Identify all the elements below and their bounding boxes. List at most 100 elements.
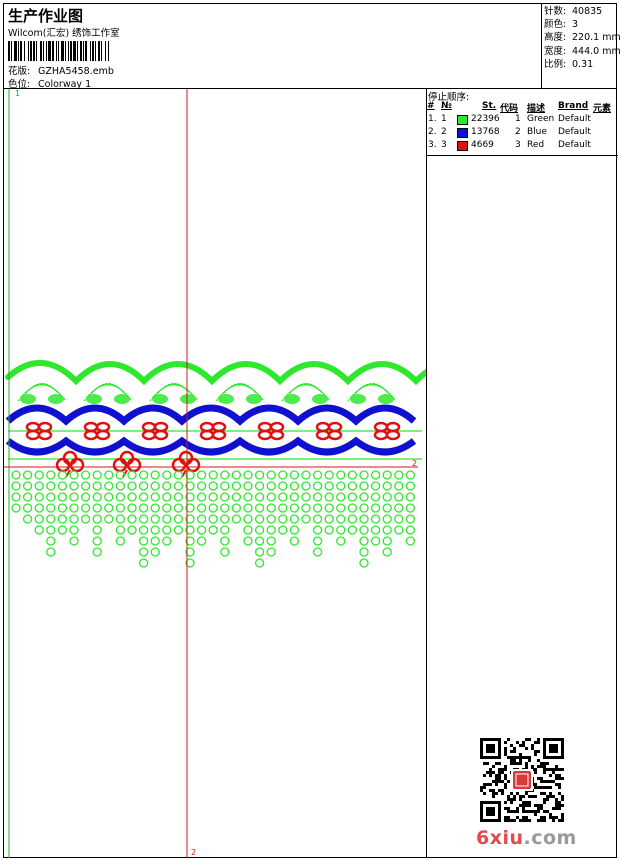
barcode-bar — [24, 41, 25, 61]
col-code: 代码 — [500, 104, 519, 114]
stop-sequence-title: 停止顺序: — [428, 92, 470, 103]
stop-sequence-rows: 1. 1 22396 1 Green Default 2. 2 13768 2 … — [427, 114, 617, 153]
bead-fringe-strand — [92, 470, 102, 557]
red-flower — [25, 421, 53, 441]
stat-value: 0.31 — [572, 58, 594, 70]
barcode-bar — [33, 41, 35, 61]
barcode-bar — [58, 41, 59, 61]
bead-fringe-strand — [162, 470, 172, 546]
bead-fringe-strand — [312, 470, 323, 557]
barcode-bar — [43, 41, 44, 61]
stop-sequence-panel: 停止顺序: # № St. 代码 描述 Brand 元素 1. 1 22396 … — [426, 89, 618, 858]
bead-fringe-strand — [115, 470, 126, 546]
stop-sequence-header: # № St. 代码 描述 Brand 元素 — [427, 101, 617, 114]
bead-fringe-strand — [104, 470, 114, 524]
barcode-bar — [73, 41, 76, 61]
lace-mesh — [285, 383, 327, 398]
marker-right: 2 — [412, 459, 417, 468]
bead-fringe-strand — [22, 470, 33, 524]
barcode-bar — [8, 41, 10, 61]
barcode-bar — [20, 41, 22, 61]
lace-mesh — [87, 383, 129, 398]
lace-leaf — [218, 394, 234, 404]
lace-mesh — [21, 383, 63, 398]
bead-fringe-strand — [289, 470, 300, 546]
row-brand: Default — [558, 127, 591, 137]
lace-mesh — [153, 383, 195, 398]
stat-label: 颜色: — [544, 19, 567, 31]
header: 生产作业图 Wilcom(汇宏) 绣饰工作室 花版: GZHA5458.emb … — [3, 3, 620, 90]
barcode-bar — [108, 41, 109, 61]
row-stitches: 13768 — [471, 127, 500, 137]
marker-bottom: 2 — [191, 848, 196, 857]
barcode-bar — [68, 41, 69, 61]
barcode-bar — [101, 41, 102, 61]
row-code: 1 — [515, 114, 521, 124]
barcode-bar — [14, 41, 17, 61]
row-stitches: 22396 — [471, 114, 500, 124]
barcode-bar — [40, 41, 42, 61]
qr-finder — [480, 801, 501, 822]
stat-colors: 颜色: 3 — [544, 18, 617, 31]
row-stitches: 4669 — [471, 140, 494, 150]
embroidery-design-canvas[interactable]: 1 2 2 — [4, 89, 426, 858]
watermark-brand: 6xiu — [476, 827, 524, 849]
barcode-bar — [65, 41, 66, 61]
colorway-label: 色位: — [8, 79, 31, 90]
lace-mesh — [351, 383, 393, 398]
bead-fringe-strand — [278, 470, 288, 535]
lace-border-embroidery — [5, 360, 426, 568]
row-number: 1 — [441, 114, 447, 124]
marker-top-left: 1 — [15, 89, 20, 98]
lace-leaf — [86, 394, 102, 404]
barcode-bar — [52, 41, 54, 61]
qr-code[interactable] — [480, 738, 564, 822]
lace-leaf — [114, 394, 130, 404]
colorway-line: 色位: Colorway 1 — [8, 76, 91, 90]
table-row[interactable]: 2. 2 13768 2 Blue Default — [427, 127, 617, 140]
barcode-bar — [95, 41, 96, 61]
row-number: 3 — [441, 140, 447, 150]
panel-divider — [427, 155, 618, 156]
bead-fringe-strand — [405, 470, 416, 546]
blue-wave-upper — [5, 404, 417, 426]
row-description: Blue — [527, 127, 547, 137]
lace-mesh — [157, 383, 191, 394]
barcode-bar — [90, 41, 91, 61]
red-flower — [373, 421, 401, 441]
col-description: 描述 — [527, 104, 546, 114]
row-brand: Default — [558, 140, 591, 150]
design-file-value: GZHA5458.emb — [38, 66, 114, 77]
color-swatch — [457, 115, 468, 125]
stat-stitches: 针数: 40835 — [544, 5, 617, 18]
bead-fringe-strand — [301, 470, 311, 524]
table-row[interactable]: 1. 1 22396 1 Green Default — [427, 114, 617, 127]
lace-leaf — [312, 394, 328, 404]
green-scallop-edge — [5, 360, 426, 386]
table-row[interactable]: 3. 3 4669 3 Red Default — [427, 140, 617, 153]
row-index: 1. — [428, 114, 437, 124]
lace-leaf — [152, 394, 168, 404]
bead-fringe-strand — [220, 470, 230, 557]
bead-fringe-strand — [34, 470, 44, 535]
bead-fringe-strand — [57, 470, 68, 535]
row-number: 2 — [441, 127, 447, 137]
lace-leaf — [246, 394, 262, 404]
bead-fringe-strand — [80, 470, 91, 524]
barcode-bar — [11, 41, 12, 61]
stat-scale: 比例: 0.31 — [544, 58, 617, 71]
barcode-bar — [48, 41, 51, 61]
stat-value: 40835 — [572, 6, 603, 17]
red-flower — [83, 421, 111, 441]
lace-leaf — [350, 394, 366, 404]
watermark-domain: .com — [523, 827, 577, 849]
bead-fringe-strand — [11, 470, 21, 513]
barcode-bar — [46, 41, 47, 61]
row-description: Green — [527, 114, 555, 124]
page-title: 生产作业图 — [8, 7, 84, 25]
bead-fringe-strand — [394, 470, 404, 535]
lace-leaf — [48, 394, 64, 404]
lace-leaf — [180, 394, 196, 404]
color-swatch — [457, 141, 468, 151]
bead-fringe-strand — [208, 470, 218, 535]
